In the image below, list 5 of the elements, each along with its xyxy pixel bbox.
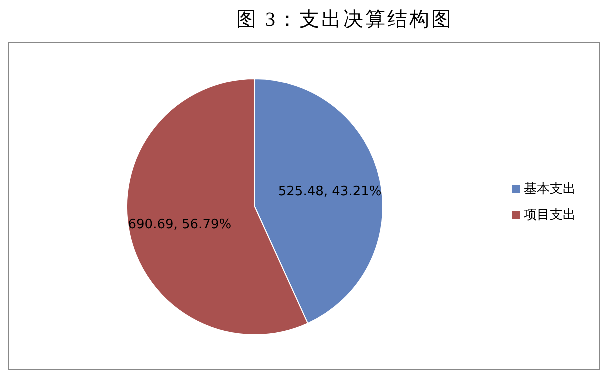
data-label: 525.48, 43.21% [278,184,382,200]
chart-title: 图 3：支出决算结构图 [236,9,454,31]
legend-label: 项目支出 [524,208,576,223]
data-label: 690.69, 56.79% [128,217,232,232]
legend-label: 基本支出 [524,182,576,197]
